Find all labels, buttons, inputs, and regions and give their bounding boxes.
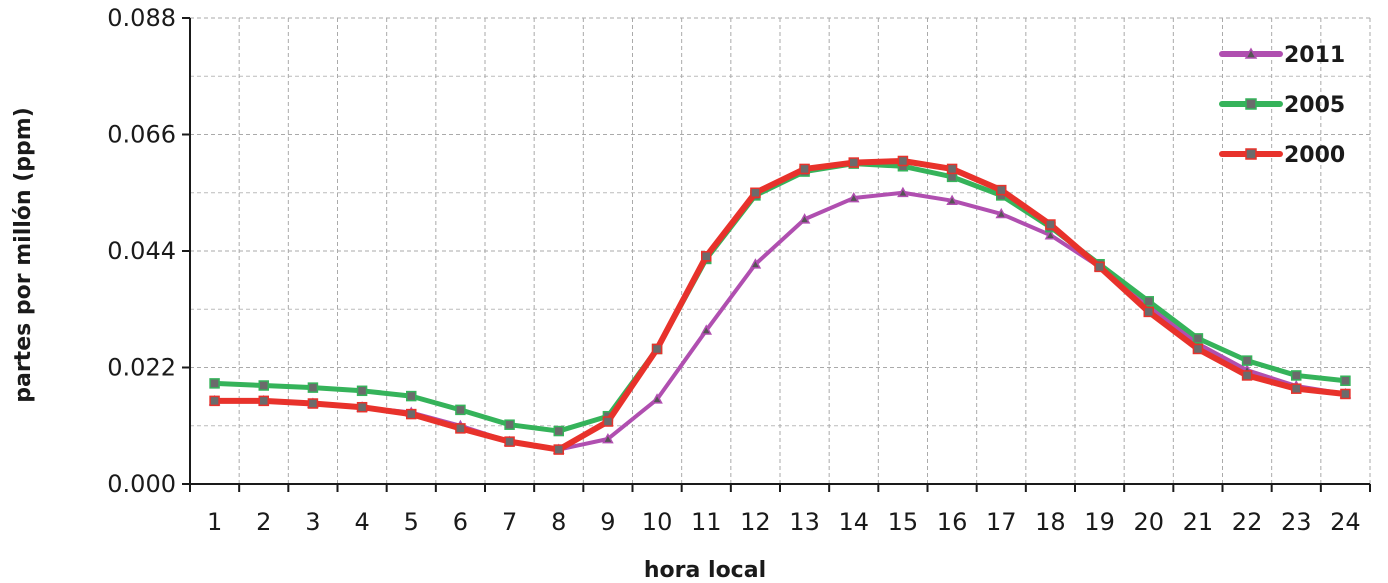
y-tick-label: 0.022 bbox=[107, 354, 176, 382]
x-tick-label: 19 bbox=[1084, 508, 1115, 536]
legend-label: 2005 bbox=[1284, 93, 1345, 118]
data-point-marker bbox=[1340, 388, 1351, 400]
data-point-marker bbox=[1192, 343, 1204, 355]
y-tick-label: 0.000 bbox=[107, 470, 176, 498]
x-tick-label: 17 bbox=[986, 508, 1017, 536]
x-axis-title: hora local bbox=[644, 558, 766, 583]
data-point-marker bbox=[750, 187, 761, 198]
x-tick-label: 12 bbox=[740, 508, 771, 536]
data-point-marker bbox=[897, 186, 909, 198]
data-point-marker bbox=[651, 393, 663, 404]
data-point-marker bbox=[406, 408, 417, 420]
data-point-marker bbox=[946, 194, 958, 206]
data-point-marker bbox=[455, 423, 466, 434]
x-tick-label: 10 bbox=[642, 508, 673, 536]
x-tick-label: 13 bbox=[789, 508, 820, 536]
data-point-marker bbox=[1192, 333, 1204, 344]
data-point-marker bbox=[799, 163, 810, 175]
data-point-marker bbox=[1143, 296, 1154, 307]
x-tick-label: 9 bbox=[600, 508, 615, 536]
data-point-marker bbox=[258, 380, 269, 391]
data-point-marker bbox=[602, 416, 614, 427]
data-point-marker bbox=[1044, 229, 1057, 240]
legend-item-2000: 2000 bbox=[1219, 143, 1345, 168]
data-point-marker bbox=[651, 343, 663, 355]
data-point-marker bbox=[356, 401, 368, 413]
data-point-marker bbox=[504, 436, 515, 447]
x-tick-label: 3 bbox=[305, 508, 320, 536]
data-point-marker bbox=[209, 378, 220, 389]
y-axis-title: partes por millón (ppm) bbox=[11, 107, 36, 403]
data-point-marker bbox=[995, 207, 1008, 219]
legend-item-2011: 2011 bbox=[1219, 43, 1345, 68]
x-tick-label: 24 bbox=[1330, 508, 1361, 536]
data-point-marker bbox=[1241, 355, 1253, 366]
grid bbox=[190, 17, 1371, 484]
data-point-marker bbox=[307, 398, 319, 409]
y-tick-label: 0.044 bbox=[107, 237, 176, 265]
data-point-marker bbox=[749, 258, 762, 269]
x-tick-label: 15 bbox=[888, 508, 919, 536]
data-point-marker bbox=[1241, 370, 1253, 381]
data-point-marker bbox=[209, 395, 220, 407]
data-point-marker bbox=[602, 432, 614, 444]
data-point-marker bbox=[1094, 261, 1105, 273]
data-point-marker bbox=[1340, 375, 1351, 386]
data-point-marker bbox=[553, 444, 564, 455]
data-point-marker bbox=[1143, 306, 1154, 318]
data-point-marker bbox=[798, 213, 811, 224]
data-point-marker bbox=[1244, 47, 1258, 59]
x-tick-label: 14 bbox=[838, 508, 869, 536]
x-tick-label: 2 bbox=[256, 508, 271, 536]
series-2000 bbox=[209, 155, 1351, 455]
x-tick-label: 11 bbox=[691, 508, 722, 536]
data-point-marker bbox=[996, 184, 1007, 196]
x-tick-label: 6 bbox=[453, 508, 468, 536]
x-tick-label: 4 bbox=[354, 508, 369, 536]
data-point-marker bbox=[1245, 98, 1257, 110]
data-point-marker bbox=[307, 382, 319, 393]
x-tick-label: 20 bbox=[1133, 508, 1164, 536]
data-point-marker bbox=[356, 385, 368, 397]
x-tick-label: 21 bbox=[1183, 508, 1214, 536]
data-point-marker bbox=[1291, 383, 1302, 394]
x-tick-label: 16 bbox=[937, 508, 968, 536]
data-point-marker bbox=[553, 425, 564, 437]
legend: 2011 2005 2000 bbox=[1219, 43, 1345, 168]
data-point-marker bbox=[700, 324, 713, 335]
data-point-marker bbox=[848, 157, 859, 168]
data-point-marker bbox=[1291, 370, 1302, 381]
data-point-marker bbox=[1045, 219, 1056, 230]
x-tick-label: 22 bbox=[1232, 508, 1263, 536]
series bbox=[208, 155, 1352, 455]
x-tick-label: 18 bbox=[1035, 508, 1066, 536]
legend-item-2005: 2005 bbox=[1219, 93, 1345, 118]
series-line-2000 bbox=[211, 157, 1349, 453]
y-tick-label: 0.066 bbox=[107, 121, 176, 149]
data-point-marker bbox=[897, 155, 909, 167]
data-point-marker bbox=[455, 404, 466, 416]
data-point-marker bbox=[406, 390, 417, 402]
data-point-marker bbox=[1245, 148, 1257, 160]
x-tick-label: 5 bbox=[404, 508, 419, 536]
x-tick-label: 8 bbox=[551, 508, 566, 536]
legend-label: 2011 bbox=[1284, 43, 1345, 68]
legend-label: 2000 bbox=[1284, 143, 1345, 168]
data-point-marker bbox=[946, 163, 958, 175]
data-point-marker bbox=[847, 192, 860, 203]
x-tick-label: 7 bbox=[502, 508, 517, 536]
data-point-marker bbox=[504, 419, 515, 430]
x-tick-label: 1 bbox=[207, 508, 222, 536]
data-point-marker bbox=[701, 251, 712, 262]
x-tick-label: 23 bbox=[1281, 508, 1312, 536]
data-point-marker bbox=[258, 395, 269, 407]
y-tick-label: 0.088 bbox=[107, 4, 176, 32]
